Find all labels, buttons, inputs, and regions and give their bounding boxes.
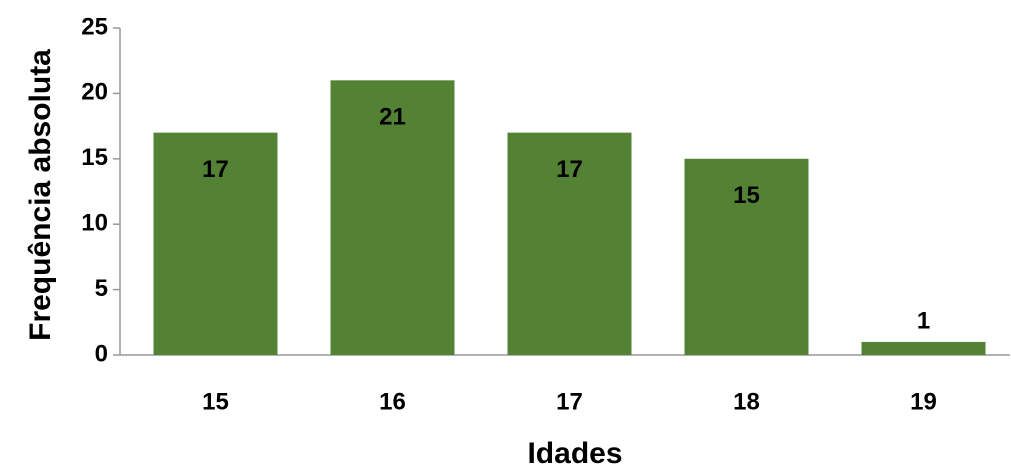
y-tick-label: 5 xyxy=(95,275,108,302)
data-label: 1 xyxy=(917,307,930,334)
bar xyxy=(684,158,809,355)
y-tick-label: 15 xyxy=(81,144,108,171)
y-tick-label: 20 xyxy=(81,79,108,106)
x-tick-label: 16 xyxy=(379,388,406,415)
bar xyxy=(507,132,632,355)
bar xyxy=(330,80,455,355)
y-tick-label: 25 xyxy=(81,13,108,40)
x-tick-label: 19 xyxy=(910,388,937,415)
y-tick-label: 10 xyxy=(81,210,108,237)
y-axis-title: Frequência absoluta xyxy=(24,49,57,341)
x-tick-label: 17 xyxy=(556,388,583,415)
y-tick-label: 0 xyxy=(95,340,108,367)
data-label: 15 xyxy=(733,182,760,209)
bar xyxy=(861,341,986,355)
data-label: 17 xyxy=(202,156,229,183)
data-label: 21 xyxy=(379,104,406,131)
bar xyxy=(153,132,278,355)
x-tick-label: 15 xyxy=(202,388,229,415)
x-axis-title: Idades xyxy=(527,437,622,470)
data-label: 17 xyxy=(556,156,583,183)
x-tick-label: 18 xyxy=(733,388,760,415)
